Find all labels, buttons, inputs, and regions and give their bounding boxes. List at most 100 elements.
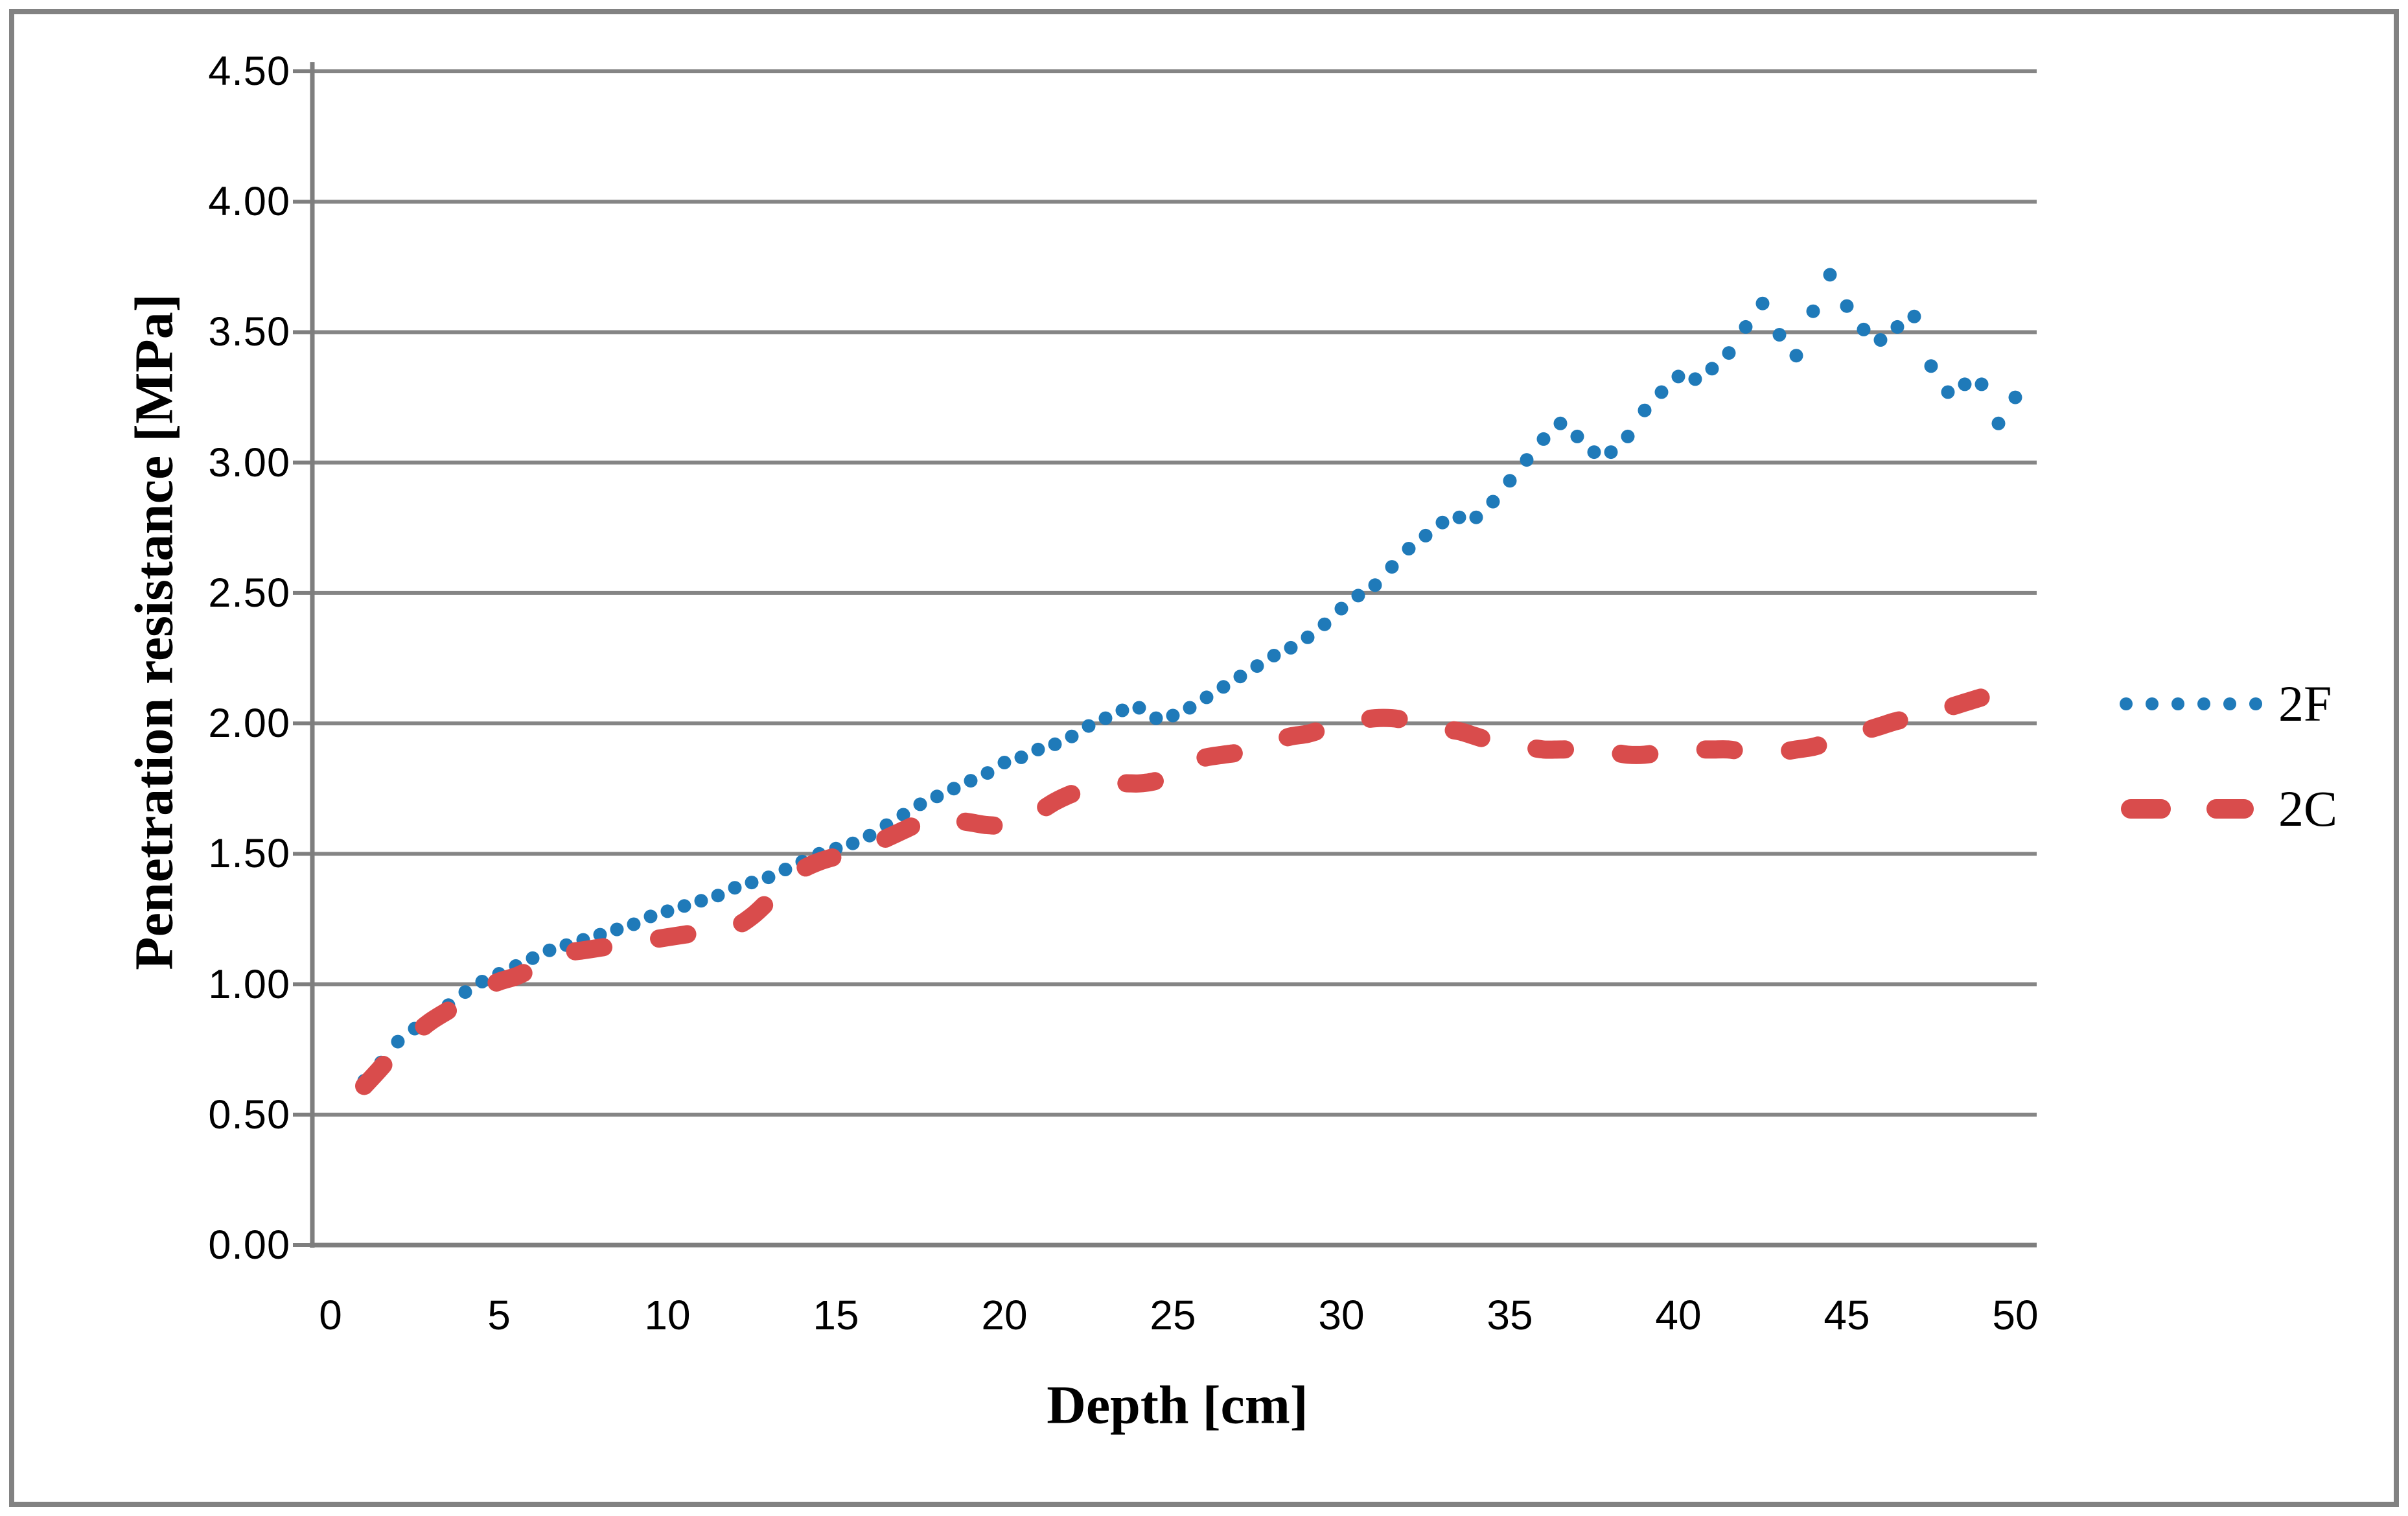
- data-point-2F: [862, 828, 877, 843]
- data-point-2F: [458, 985, 472, 999]
- data-point-2F: [1469, 510, 1483, 524]
- data-point-2F: [643, 909, 658, 924]
- data-point-2F: [1823, 268, 1837, 282]
- data-point-2F: [1755, 296, 1770, 310]
- y-tick-label: 0.50: [208, 1091, 290, 1137]
- data-point-2F: [1031, 742, 1045, 756]
- data-point-2F: [1048, 737, 1062, 751]
- legend-dot-2F: [2223, 697, 2236, 710]
- data-point-2F: [1301, 630, 1315, 644]
- data-point-2F: [964, 774, 978, 788]
- data-point-2F: [627, 917, 641, 931]
- data-point-2F: [1065, 729, 1079, 743]
- data-point-2F: [475, 975, 489, 988]
- legend-dot-2F: [2249, 697, 2262, 710]
- figure-border: [9, 9, 2399, 1507]
- data-point-2F: [980, 766, 995, 780]
- legend-dot-2F: [2197, 697, 2210, 710]
- data-point-2F: [846, 836, 860, 850]
- data-point-2F: [896, 808, 910, 822]
- data-point-2F: [1806, 304, 1820, 318]
- data-point-2F: [1284, 640, 1298, 655]
- data-point-2F: [542, 943, 557, 957]
- data-point-2F: [1857, 322, 1871, 336]
- data-point-2F: [1183, 701, 1197, 715]
- data-point-2F: [1890, 320, 1904, 334]
- legend-label-2F: 2F: [2278, 675, 2332, 732]
- data-point-2F: [1688, 372, 1702, 386]
- y-tick-label: 3.00: [208, 439, 290, 485]
- x-axis-title: Depth [cm]: [1047, 1375, 1308, 1436]
- data-point-2F: [1789, 349, 1803, 363]
- y-tick-label: 3.50: [208, 309, 290, 355]
- data-point-2F: [2008, 390, 2022, 404]
- data-point-2F: [1486, 495, 1500, 509]
- y-tick-label: 0.00: [208, 1222, 290, 1268]
- y-tick-label: 2.50: [208, 570, 290, 616]
- x-tick-label: 10: [644, 1292, 691, 1338]
- y-tick-label: 1.00: [208, 961, 290, 1007]
- data-point-2F: [1536, 432, 1551, 446]
- data-point-2F: [610, 922, 624, 937]
- data-point-2F: [1368, 578, 1382, 592]
- data-point-2F: [1570, 429, 1584, 443]
- x-tick-label: 35: [1487, 1292, 1533, 1338]
- data-point-2F: [1385, 560, 1399, 574]
- y-tick-label: 4.00: [208, 179, 290, 225]
- data-point-2F: [947, 782, 961, 796]
- data-point-2F: [1317, 617, 1332, 631]
- data-point-2F: [1402, 542, 1416, 555]
- data-point-2F: [1772, 328, 1787, 342]
- series-2C-line: [355, 688, 1991, 1095]
- data-point-2F: [1014, 750, 1028, 764]
- legend-marker-2F: [2120, 697, 2262, 710]
- data-point-2F: [1418, 528, 1433, 542]
- data-point-2F: [1991, 416, 2006, 430]
- data-point-2F: [1199, 690, 1214, 705]
- y-tick-label: 2.00: [208, 701, 290, 747]
- data-point-2F: [1587, 445, 1601, 460]
- data-point-2F: [1132, 701, 1146, 715]
- data-point-2F: [728, 881, 742, 895]
- data-point-2F: [761, 870, 776, 885]
- data-point-2F: [1705, 362, 1719, 376]
- x-tick-label: 50: [1992, 1292, 2039, 1338]
- legend-dot-2F: [2120, 697, 2133, 710]
- data-point-2F: [711, 889, 725, 903]
- data-point-2F: [1267, 649, 1281, 662]
- data-point-2F: [1216, 680, 1231, 694]
- data-point-2F: [1149, 711, 1163, 725]
- data-point-2F: [1739, 320, 1753, 334]
- x-tick-label: 0: [319, 1292, 342, 1338]
- data-point-2F: [1098, 711, 1113, 725]
- legend-dot-2F: [2171, 697, 2184, 710]
- data-point-2F: [778, 863, 793, 876]
- x-tick-label: 20: [981, 1292, 1028, 1338]
- data-point-2F: [1722, 346, 1736, 360]
- data-point-2F: [1233, 670, 1247, 684]
- x-tick-label: 30: [1318, 1292, 1365, 1338]
- data-point-2F: [1553, 416, 1568, 430]
- data-point-2F: [1166, 708, 1180, 723]
- data-point-2F: [677, 899, 691, 913]
- data-point-2F: [1907, 309, 1921, 323]
- data-point-2F: [1351, 589, 1365, 603]
- data-point-2F: [997, 756, 1012, 769]
- data-point-2F: [745, 876, 759, 890]
- data-point-2F: [1334, 601, 1349, 616]
- data-point-2F: [1671, 369, 1685, 384]
- data-point-2F: [1941, 385, 1955, 399]
- data-point-2F: [1924, 359, 1938, 373]
- data-point-2F: [1452, 510, 1466, 524]
- x-tick-label: 45: [1823, 1292, 1870, 1338]
- data-point-2F: [1654, 385, 1669, 399]
- data-point-2F: [913, 797, 927, 811]
- data-point-2F: [930, 789, 944, 804]
- data-point-2F: [660, 904, 675, 918]
- data-point-2F: [1520, 453, 1534, 467]
- x-tick-label: 40: [1655, 1292, 1702, 1338]
- data-point-2F: [1604, 445, 1618, 460]
- x-tick-label: 25: [1150, 1292, 1196, 1338]
- data-point-2F: [1840, 299, 1854, 313]
